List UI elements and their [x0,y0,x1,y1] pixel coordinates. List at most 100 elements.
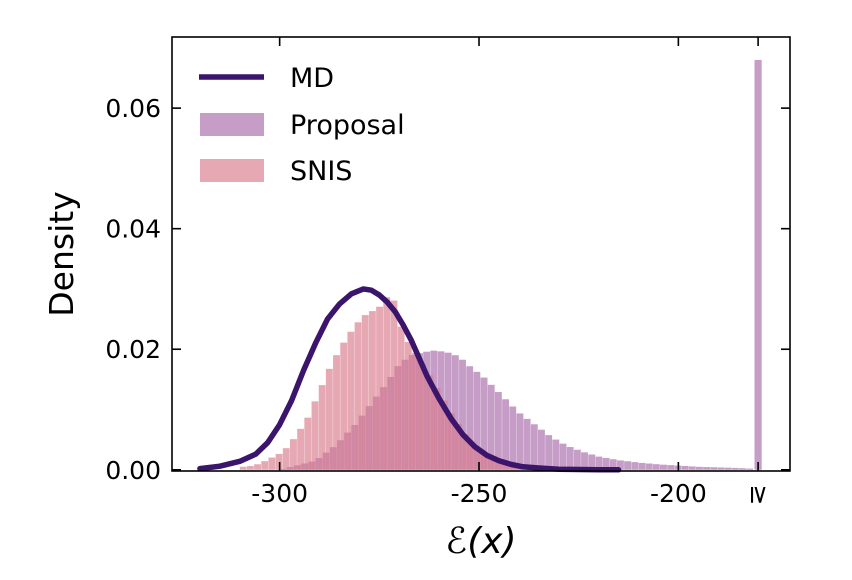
proposal-bar [681,465,689,470]
snis-bar [246,466,254,470]
snis-bar [318,385,326,470]
snis-bar [390,300,398,470]
proposal-bar [487,384,495,470]
proposal-bar [645,463,653,470]
snis-bar [261,461,269,470]
proposal-bar [573,449,581,470]
proposal-bar [717,467,725,470]
proposal-overflow-bin [754,59,762,470]
snis-bar [476,449,484,470]
snis-bar [383,297,391,470]
x-tick-label: -250 [451,479,508,508]
legend: MD Proposal SNIS [199,63,405,187]
proposal-bar [624,461,632,470]
proposal-bar [502,399,510,470]
proposal-bar [631,462,639,470]
x-tick-label: -200 [650,479,707,508]
snis-bar [311,401,319,470]
snis-bar [469,443,477,470]
y-tick-label: 0.06 [105,94,161,123]
snis-bar [426,375,434,470]
snis-bar [498,460,506,470]
snis-bar [433,387,441,470]
snis-bar [239,466,247,470]
y-tick-label: 0.04 [105,215,161,244]
proposal-bar [609,459,617,470]
proposal-bar [738,468,746,470]
snis-bar [397,326,405,470]
snis-bar [483,454,491,470]
proposal-bar [616,460,624,470]
proposal-bar [638,462,646,470]
snis-bar [275,453,283,470]
proposal-bar [602,457,610,470]
proposal-bar [523,418,531,470]
snis-bar [376,306,384,470]
proposal-bar [480,377,488,470]
x-tick-label: -300 [251,479,308,508]
proposal-bar [595,456,603,470]
x-axis-ticks: -300 -250 -200 ≥ [251,37,774,508]
proposal-bar [688,466,696,470]
snis-bar [419,363,427,470]
snis-bar [361,315,369,470]
legend-snis-swatch [200,159,264,182]
proposal-bar [703,467,710,470]
md-density-line [197,286,622,473]
snis-bar [282,448,290,470]
snis-histogram [239,297,599,470]
snis-bar [447,413,455,470]
proposal-bar [746,468,754,470]
proposal-bar [695,466,703,470]
snis-bar [254,464,262,470]
plot-frame [171,36,791,472]
proposal-bar [530,424,538,470]
snis-bar [404,342,412,470]
proposal-bar [473,371,481,470]
snis-bar [268,457,276,470]
x-tick-label: ≥ [745,485,774,506]
proposal-bar [466,366,474,470]
proposal-bar [731,467,739,470]
proposal-bar [566,447,574,470]
y-axis-label: Density [42,191,81,316]
snis-bar [412,352,419,470]
snis-bar [290,439,297,470]
snis-bar [325,368,333,470]
proposal-bar [538,429,545,470]
legend-snis-label: SNIS [290,156,352,187]
proposal-bar [710,467,718,470]
snis-bar [368,311,376,470]
snis-bar [490,458,498,470]
y-tick-label: 0.02 [105,335,161,364]
proposal-bar [459,359,466,470]
snis-bar [347,331,355,470]
legend-proposal-label: Proposal [290,110,405,141]
proposal-bar [581,452,588,470]
proposal-bar [660,464,667,470]
proposal-bar [451,355,459,470]
snis-bar [462,434,470,470]
proposal-bar [652,464,660,470]
snis-bar [333,355,340,470]
snis-bar [440,400,448,470]
y-tick-label: 0.00 [105,456,161,485]
snis-bar [304,417,312,470]
proposal-bar [552,439,560,470]
proposal-bar [559,443,567,470]
proposal-overflow-bar [754,59,762,470]
proposal-bar [494,392,502,470]
proposal-bar [724,467,732,470]
snis-bar [297,428,305,470]
proposal-bar [545,435,553,470]
snis-bar [455,423,462,470]
legend-md-label: MD [290,63,334,94]
snis-bar [340,342,348,470]
proposal-bar [509,406,517,470]
proposal-bar [667,465,675,470]
x-axis-label: ℰ(x) [445,521,516,562]
y-axis-ticks: 0.00 0.02 0.04 0.06 [105,94,790,485]
legend-proposal-swatch [200,113,264,136]
proposal-bar [588,454,596,470]
